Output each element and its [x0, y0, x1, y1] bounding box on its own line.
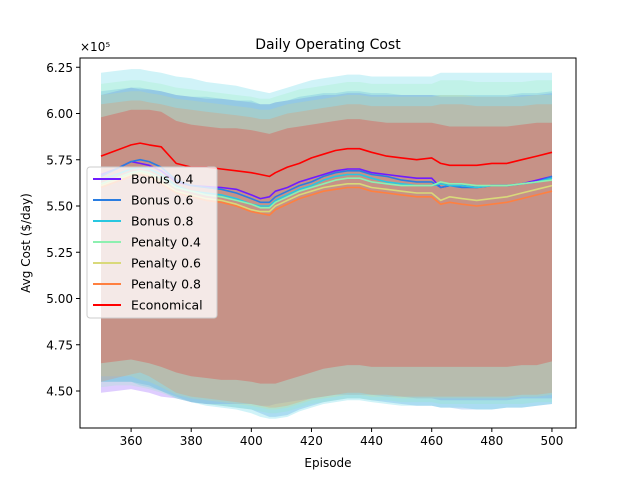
y-tick-label: 5.25 [46, 246, 73, 260]
legend-box [86, 166, 218, 319]
legend-label-penalty-0-8: Penalty 0.8 [131, 277, 201, 292]
x-tick-label: 360 [120, 434, 143, 448]
y-tick-label: 5.50 [46, 200, 73, 214]
x-tick-label: 400 [240, 434, 263, 448]
x-tick-label: 380 [180, 434, 203, 448]
legend-label-penalty-0-6: Penalty 0.6 [131, 256, 201, 271]
legend: Bonus 0.4 Bonus 0.6 Bonus 0.8 Penalty 0.4 Pe… [86, 166, 218, 319]
x-tick-label: 500 [540, 434, 563, 448]
y-tick-label: 5.00 [46, 292, 73, 306]
y-multiplier-label: ×10⁵ [80, 40, 110, 54]
x-tick-label: 480 [480, 434, 503, 448]
y-tick-label: 6.00 [46, 107, 73, 121]
x-tick-label: 420 [300, 434, 323, 448]
line-economical [100, 142, 553, 178]
legend-label-bonus-0-8: Bonus 0.8 [131, 214, 193, 229]
y-tick-label: 4.75 [46, 338, 73, 352]
legend-label-bonus-0-4: Bonus 0.4 [131, 172, 193, 187]
chart-title: Daily Operating Cost [255, 37, 401, 53]
y-tick-label: 6.25 [46, 61, 73, 75]
x-axis-ticks: 360 380 400 420 440 460 480 500 [120, 428, 563, 448]
y-axis-label: Avg Cost ($/day) [19, 193, 33, 293]
legend-label-penalty-0-4: Penalty 0.4 [131, 235, 201, 250]
plot-frame [79, 57, 577, 429]
band-bonus-0-8 [101, 69, 552, 419]
x-tick-label: 440 [360, 434, 383, 448]
x-axis-label: Episode [304, 456, 351, 470]
y-tick-label: 4.50 [46, 385, 73, 399]
y-tick-label: 5.75 [46, 153, 73, 167]
y-axis-ticks: 4.50 4.75 5.00 5.25 5.50 5.75 6.00 6.25 [46, 61, 80, 399]
x-tick-label: 460 [420, 434, 443, 448]
legend-label-bonus-0-6: Bonus 0.6 [131, 193, 193, 208]
legend-label-economical: Economical [131, 298, 203, 313]
